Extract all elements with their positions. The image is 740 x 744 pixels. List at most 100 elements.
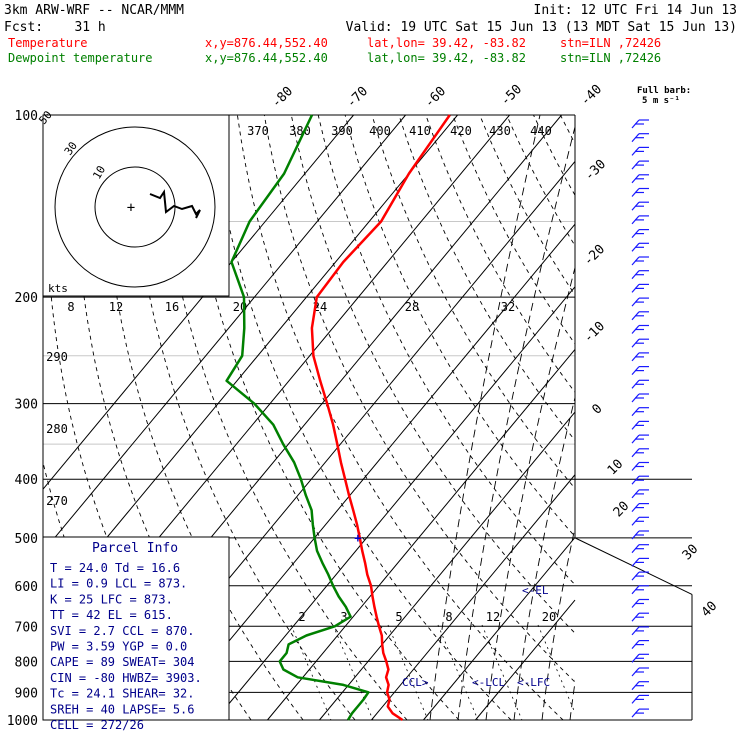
parcel-info-row-8: Tc = 24.1 SHEAR= 32. [50, 687, 195, 701]
isotherm-side-label-0: -30 [582, 157, 609, 184]
wind-barb-21 [632, 408, 649, 416]
wind-barb-11 [632, 271, 649, 279]
wind-barb-31 [632, 545, 649, 553]
dewpoint-station: stn=ILN ,72426 [560, 51, 661, 65]
pressure-label-300: 300 [15, 398, 38, 413]
isotherm-side-label-6: 30 [680, 542, 702, 564]
dewpoint-legend: Dewpoint temperature [8, 51, 153, 65]
level-marker-1: <-LCL [472, 676, 505, 689]
wind-barb-38 [632, 641, 649, 649]
wind-barb-1 [632, 134, 649, 142]
isotherm-side-label-5: 20 [611, 499, 633, 521]
pressure-label-200: 200 [15, 291, 38, 306]
wind-barb-3 [632, 161, 649, 169]
wind-barb-32 [632, 558, 649, 566]
wind-barbs [632, 120, 649, 717]
wind-barb-20 [632, 394, 649, 402]
wind-barb-28 [632, 504, 649, 512]
isotherm-side-label-3: 0 [589, 401, 605, 417]
wind-barb-8 [632, 230, 649, 238]
wind-barb-35 [632, 600, 649, 608]
wind-barb-37 [632, 627, 649, 635]
mixing-ratio-line-1 [333, 625, 373, 720]
pressure-label-500: 500 [15, 532, 38, 547]
isotherm-side-label-7: 40 [699, 599, 721, 621]
wind-barb-25 [632, 463, 649, 471]
pressure-label-100: 100 [15, 109, 38, 124]
wind-barb-12 [632, 284, 649, 292]
parcel-info-row-0: T = 24.0 Td = 16.6 [50, 561, 180, 575]
wind-barb-2 [632, 147, 649, 155]
wind-barb-27 [632, 490, 649, 498]
parcel-info-row-2: K = 25 LFC = 873. [50, 592, 173, 606]
mixing-ratio-label-5: 20 [542, 610, 556, 624]
parcel-info-row-9: SREH = 40 LAPSE= 5.6 [50, 702, 195, 716]
wind-barb-36 [632, 613, 649, 621]
isotherm-top-label-1: -70 [344, 84, 371, 111]
temperature-latlon: lat,lon= 39.42, -83.82 [367, 36, 526, 50]
temperature-station: stn=ILN ,72426 [560, 36, 661, 50]
pressure-label-800: 800 [15, 655, 38, 670]
parcel-info-row-3: TT = 42 EL = 615. [50, 608, 173, 622]
wind-barb-34 [632, 586, 649, 594]
parcel-info-title: Parcel Info [92, 541, 178, 556]
wind-barb-22 [632, 421, 649, 429]
isotherm-top-label-4: -40 [578, 82, 605, 109]
dry-adiabat-450 [560, 115, 740, 720]
theta-label-430: 430 [489, 124, 511, 138]
dry-adiabat-410 [453, 115, 740, 720]
temperature-legend: Temperature [8, 36, 87, 50]
wind-barb-10 [632, 257, 649, 265]
theta-side-label-290: 290 [46, 350, 68, 364]
dry-adiabat-400 [426, 115, 740, 720]
wind-barb-16 [632, 339, 649, 347]
theta-label-370: 370 [247, 124, 269, 138]
mixing-ratio-label-4: 12 [486, 610, 500, 624]
isotherm-10 [319, 412, 575, 720]
level-marker-2: <-LFC [517, 676, 550, 689]
mixing-ratio-line-3 [438, 625, 478, 720]
model-title: 3km ARW-WRF -- NCAR/MMM [4, 3, 184, 18]
parcel-info-row-1: LI = 0.9 LCL = 873. [50, 577, 187, 591]
hodograph-speed-label-12: 12 [109, 300, 123, 314]
hodograph-units: kts [48, 282, 68, 295]
forecast-hour: Fcst: 31 h [4, 20, 106, 35]
isotherm-top-label-2: -60 [422, 84, 449, 111]
dry-adiabat-390 [399, 115, 740, 720]
parcel-info-panel: Parcel Info T = 24.0 Td = 16.6 LI = 0.9 LC… [43, 537, 229, 732]
wind-barb-26 [632, 476, 649, 484]
wind-barb-40 [632, 668, 649, 676]
moist-adiabat-5 [570, 115, 730, 720]
wind-barb-6 [632, 202, 649, 210]
wind-barb-15 [632, 326, 649, 334]
hodograph-speed-label-8: 8 [67, 300, 74, 314]
wind-barb-5 [632, 189, 649, 197]
wind-barb-4 [632, 175, 649, 183]
parcel-info-row-5: PW = 3.59 YGP = 0.0 [50, 640, 187, 654]
isotherm-side-label-2: -10 [581, 319, 608, 346]
wind-barb-24 [632, 449, 649, 457]
dewpoint-latlon: lat,lon= 39.42, -83.82 [367, 51, 526, 65]
dry-adiabat-350 [291, 115, 667, 720]
wind-barb-18 [632, 367, 649, 375]
theta-label-390: 390 [331, 124, 353, 138]
mixing-ratio-label-3: 8 [445, 610, 452, 624]
dry-adiabat-370 [345, 115, 740, 720]
hodograph-center-icon: + [127, 200, 135, 216]
wind-barb-23 [632, 435, 649, 443]
wind-barb-29 [632, 517, 649, 525]
wind-barb-14 [632, 312, 649, 320]
full-barb-units: 5 m s⁻¹ [642, 96, 680, 106]
theta-label-440: 440 [530, 124, 552, 138]
theta-side-label-270: 270 [46, 494, 68, 508]
dry-adiabat-340 [264, 115, 615, 720]
pressure-label-1000: 1000 [7, 714, 38, 729]
wind-barb-7 [632, 216, 649, 224]
isotherm--10 [215, 287, 575, 720]
dry-adiabat-430 [507, 115, 740, 720]
isotherm-top-label-0: -80 [269, 84, 296, 111]
parcel-info-row-4: SVI = 2.7 CCL = 870. [50, 624, 195, 638]
valid-time: Valid: 19 UTC Sat 15 Jun 13 (13 MDT Sat … [346, 20, 737, 35]
parcel-marker-icon-0: + [354, 531, 361, 545]
